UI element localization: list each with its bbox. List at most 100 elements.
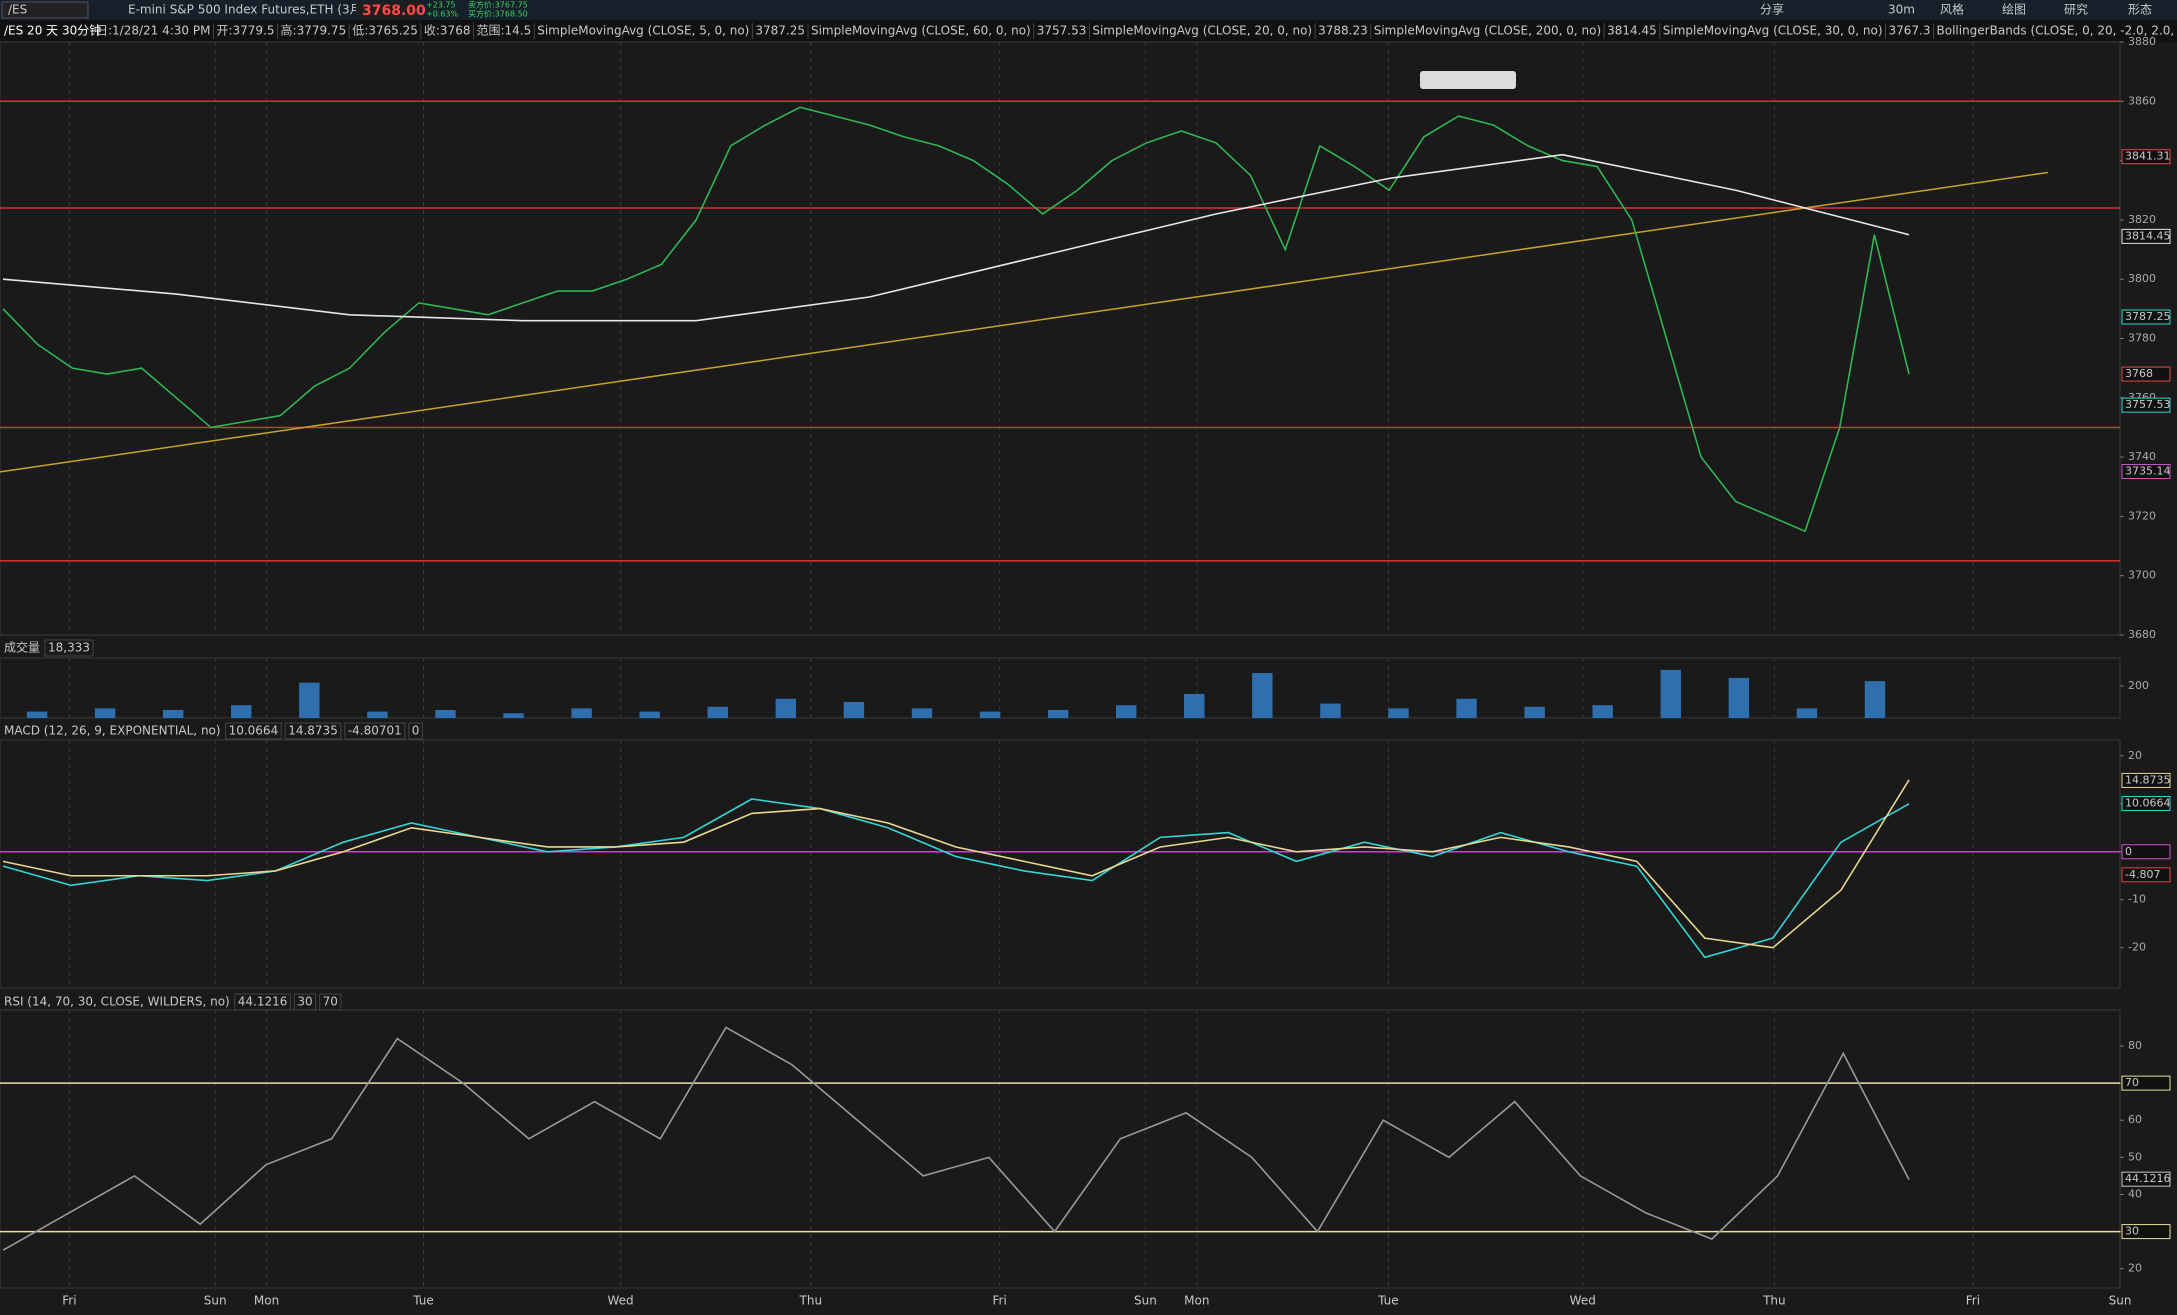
volume-bar [1320, 703, 1341, 718]
value-tag [2121, 1075, 2171, 1091]
toolbar-button[interactable]: 研究 [2064, 2, 2088, 17]
panel-value: 10.0664 [229, 724, 279, 738]
value-tag [2121, 366, 2171, 382]
x-label: Tue [412, 1294, 434, 1308]
x-label: Sun [1134, 1294, 1157, 1308]
info-item: SimpleMovingAvg (CLOSE, 60, 0, no) [811, 24, 1031, 38]
volume-bar [639, 711, 660, 718]
info-item: 范围:14.5 [476, 24, 531, 38]
volume-bar [1524, 706, 1545, 718]
info-item: 收:3768 [424, 24, 471, 38]
panel-value-box [44, 639, 94, 657]
toolbar-button[interactable]: 30m [1888, 3, 1915, 17]
y-tick-label: 200 [2128, 679, 2149, 692]
value-tag-label: 70 [2125, 1076, 2139, 1089]
volume-bar [571, 708, 592, 718]
y-tick-label: -20 [2128, 941, 2146, 954]
info-item: 3814.45 [1607, 24, 1657, 38]
symbol[interactable]: /ES [8, 3, 27, 17]
y-tick-label: 50 [2128, 1150, 2142, 1163]
volume-bar [503, 713, 524, 718]
x-label: Fri [992, 1294, 1006, 1308]
x-label: Wed [608, 1294, 634, 1308]
panel-value: 0 [412, 724, 420, 738]
info-item: 开:3779.5 [216, 24, 274, 38]
info-item: SimpleMovingAvg (CLOSE, 5, 0, no) [537, 24, 749, 38]
volume-bar [231, 705, 252, 718]
info-item: 高:3779.75 [281, 23, 347, 38]
value-tag [2121, 844, 2171, 860]
info-item: 3757.53 [1037, 24, 1087, 38]
volume-bar [1456, 698, 1477, 718]
chart-label: /ES 20 天 30分钟 [4, 23, 101, 38]
panel-value: -4.80701 [348, 724, 402, 738]
volume-bar [26, 711, 48, 718]
bid: 买方价:3768.50 [468, 9, 528, 19]
x-label: Tue [1377, 1294, 1399, 1308]
panel-bg [0, 1009, 2121, 1289]
volume-bar [435, 709, 456, 718]
panel-value-box [284, 722, 342, 740]
info-item: 3767.3 [1889, 24, 1931, 38]
toolbar-button[interactable]: 风格 [1940, 2, 1964, 17]
info-item: 低:3765.25 [352, 24, 418, 38]
x-label: Fri [1966, 1294, 1980, 1308]
x-label: Fri [62, 1294, 76, 1308]
panel-title: 成交量 [4, 640, 40, 655]
annotation-bg [1420, 71, 1516, 89]
x-label: Sun [204, 1294, 227, 1308]
value-tag-label: 30 [2125, 1225, 2139, 1238]
symbol-box[interactable] [1, 1, 89, 19]
panel-value: 70 [323, 995, 338, 1009]
series-line [2, 779, 1910, 949]
change: +23.75 [426, 1, 456, 10]
panel-bg [0, 41, 2121, 636]
change-pct: +0.63% [426, 10, 459, 19]
volume-bar [94, 708, 116, 718]
value-tag-label: 3841.31 [2125, 150, 2171, 163]
x-label: Wed [1570, 1294, 1596, 1308]
volume-bar [1184, 693, 1205, 718]
y-tick-label: 3720 [2128, 509, 2156, 522]
panel-value-box [408, 722, 423, 740]
panel-value-box [344, 722, 406, 740]
panel-title: MACD (12, 26, 9, EXPONENTIAL, no) [4, 724, 221, 738]
value-tag-label: 3757.53 [2125, 398, 2171, 411]
volume-bar [1660, 669, 1681, 718]
toolbar-button[interactable]: 分享 [1760, 2, 1784, 17]
panel-value: 18,333 [48, 641, 90, 655]
y-tick-label: 3860 [2128, 94, 2156, 107]
y-tick-label: 3680 [2128, 628, 2156, 641]
panel-value-box [319, 993, 342, 1011]
volume-bar [1115, 705, 1137, 718]
y-tick-label: -10 [2128, 893, 2146, 906]
value-tag-label: 14.8735 [2125, 773, 2171, 786]
info-item: SimpleMovingAvg (CLOSE, 20, 0, no) [1092, 24, 1312, 38]
x-label: Mon [1184, 1294, 1209, 1308]
info-item: 3787.25 [755, 24, 805, 38]
info-item: SimpleMovingAvg (CLOSE, 30, 0, no) [1663, 24, 1883, 38]
volume-bar [162, 709, 184, 718]
series-line [2, 798, 1910, 959]
volume-bar [1047, 709, 1069, 718]
toolbar-button[interactable]: 形态 [2128, 3, 2152, 17]
value-tag [2121, 309, 2171, 325]
x-label: Mon [254, 1294, 279, 1308]
x-label: Sun [2109, 1294, 2132, 1308]
value-tag [2121, 795, 2171, 811]
y-tick-label: 20 [2128, 1262, 2142, 1275]
volume-bar [1728, 677, 1750, 718]
volume-bar [1592, 705, 1613, 718]
y-tick-label: 3820 [2128, 213, 2156, 226]
value-tag [2121, 772, 2171, 788]
volume-bar [775, 698, 797, 718]
volume-bar [1252, 673, 1273, 718]
volume-bar [1388, 708, 1409, 718]
panel-value: 14.8735 [288, 724, 338, 738]
toolbar-button[interactable]: 绘图 [2002, 2, 2026, 17]
y-tick-label: 20 [2128, 749, 2142, 762]
info-item: 日:1/28/21 4:30 PM [96, 24, 210, 38]
value-tag-label: 3787.25 [2125, 310, 2171, 323]
